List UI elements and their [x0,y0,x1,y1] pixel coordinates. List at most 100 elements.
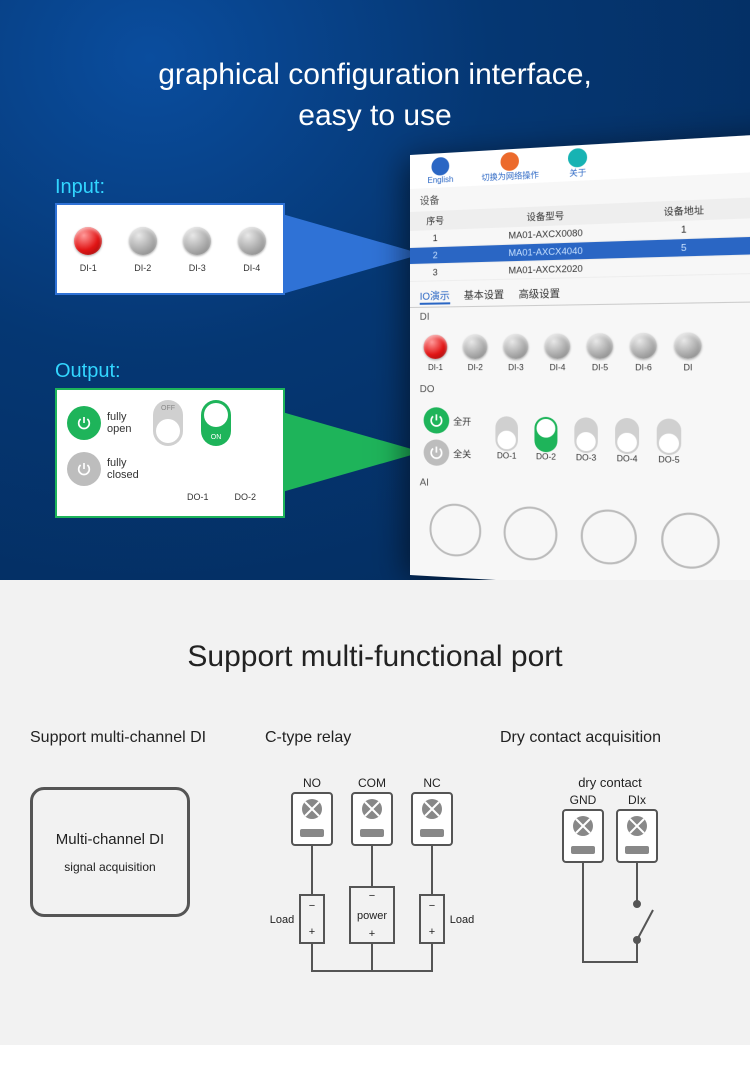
di-led-3 [183,227,211,255]
toolbar-about[interactable]: 关于 [568,147,587,178]
globe-icon [432,156,450,175]
cell: V1.0 [735,235,750,256]
mock-all-open[interactable] [424,407,450,434]
dry-gnd-label: GND [570,793,597,807]
input-arrow [282,214,422,294]
led-icon [630,333,656,359]
di-item-4: DI-4 [228,227,276,273]
svg-text:+: + [369,928,375,940]
mock-di-label: DI [683,363,692,373]
input-panel: DI-1 DI-2 DI-3 DI-4 [55,203,285,295]
svg-text:+: + [429,926,435,938]
mock-di-label: DI-2 [468,363,483,372]
th-index: 序号 [410,210,461,231]
mock-di-row: DI-1 DI-2 DI-3 DI-4 DI-5 DI-6 DI [410,323,750,382]
power-icon [429,444,445,460]
led-icon [675,333,702,359]
mock-do-3: DO-3 [574,417,597,463]
tab-advanced[interactable]: 高级设置 [519,285,561,303]
fully-open-label: fully open [107,411,147,435]
di-led-1 [74,227,102,255]
mock-do-1: DO-1 [495,416,518,461]
mock-all-close-label: 全关 [453,446,471,460]
power-icon [429,412,445,428]
relay-power: power [357,910,387,922]
toolbar-about-label: 关于 [569,166,586,178]
relay-nc-label: NC [423,776,441,790]
ports-title: Support multi-functional port [30,640,720,674]
fully-open-button[interactable] [67,406,101,440]
mock-di-label: DI-1 [428,363,443,372]
mock-do3-toggle[interactable] [574,417,597,453]
mock-di-3: DI-3 [504,334,529,372]
mc-box-line2: signal acquisition [64,860,155,874]
mock-do-label: DO-2 [536,451,556,461]
di-led-2 [129,227,157,255]
hero-section: graphical configuration interface, easy … [0,0,750,580]
do-labels: DO-1 DO-2 [187,492,273,502]
di-label-2: DI-2 [119,263,167,273]
fully-closed-label: fully closed [107,457,147,481]
hero-title-line1: graphical configuration interface, [158,58,592,91]
multichannel-di-box: Multi-channel DI signal acquisition [30,787,190,917]
hero-title-line2: easy to use [298,99,451,132]
mock-all-close[interactable] [424,439,450,466]
mock-do5-toggle[interactable] [657,418,682,455]
mock-di-6: DI-6 [630,333,656,373]
toolbar-network[interactable]: 切换为网络操作 [481,150,538,183]
dry-dix-label: DIx [628,793,646,807]
dry-contact-diagram: GND DIx [535,792,685,982]
mock-do4-toggle[interactable] [615,417,639,453]
mock-di-label: DI-4 [550,363,566,372]
do1-toggle-text: OFF [153,405,183,412]
di-label-3: DI-3 [173,263,221,273]
ports-grid: Support multi-channel DI Multi-channel D… [30,729,720,995]
mock-di-label: DI-6 [635,363,652,373]
hero-title: graphical configuration interface, easy … [0,0,750,136]
led-icon [424,335,448,359]
do1-label: DO-1 [187,492,209,502]
mock-di-4: DI-4 [545,334,570,373]
mock-di-2: DI-2 [463,334,487,372]
mock-do-master: 全开 全关 [424,407,472,467]
mock-do2-toggle[interactable] [534,416,557,452]
mock-do1-toggle[interactable] [495,416,518,451]
svg-text:−: − [309,900,315,912]
di-led-4 [238,227,266,255]
di-item-1: DI-1 [64,227,112,273]
toolbar-english[interactable]: English [428,156,454,185]
toolbar-network-label: 切换为网络操作 [481,169,538,183]
relay-load-right: Load [450,914,474,926]
swap-icon [501,151,519,171]
output-row-close: fully closed [67,452,273,486]
port-relay-heading: C-type relay [265,729,485,747]
ai-dial-4 [661,512,720,571]
dry-subtitle: dry contact [500,775,720,790]
fully-closed-button[interactable] [67,452,101,486]
port-dry-heading: Dry contact acquisition [500,729,720,747]
mc-box-line1: Multi-channel DI [56,831,164,848]
mock-all-open-label: 全开 [453,414,471,427]
cell: 2 [410,246,461,265]
tab-io[interactable]: IO演示 [420,287,450,305]
output-panel: fully open OFF ON fully closed DO-1 DO-2 [55,388,285,518]
led-icon [463,334,487,359]
led-icon [545,334,570,359]
cell [634,255,735,276]
led-icon [587,333,613,358]
tab-basic[interactable]: 基本设置 [464,286,504,304]
svg-text:+: + [309,926,315,938]
ai-dial-2 [504,506,558,562]
do1-toggle[interactable]: OFF [153,400,183,446]
relay-com-label: COM [358,776,386,790]
di-label-1: DI-1 [64,263,112,273]
do2-toggle-text: ON [201,434,231,441]
do2-toggle[interactable]: ON [201,400,231,446]
app-screenshot: English 切换为网络操作 关于 设备 序号 设备型号 设备地址 固件 1 … [410,133,750,580]
di-label-4: DI-4 [228,263,276,273]
cell: V1.0 [735,217,750,237]
port-col-relay: C-type relay NO COM NC [265,729,485,995]
svg-text:−: − [369,890,375,902]
mock-di-7: DI [675,333,702,373]
power-icon [76,415,92,431]
